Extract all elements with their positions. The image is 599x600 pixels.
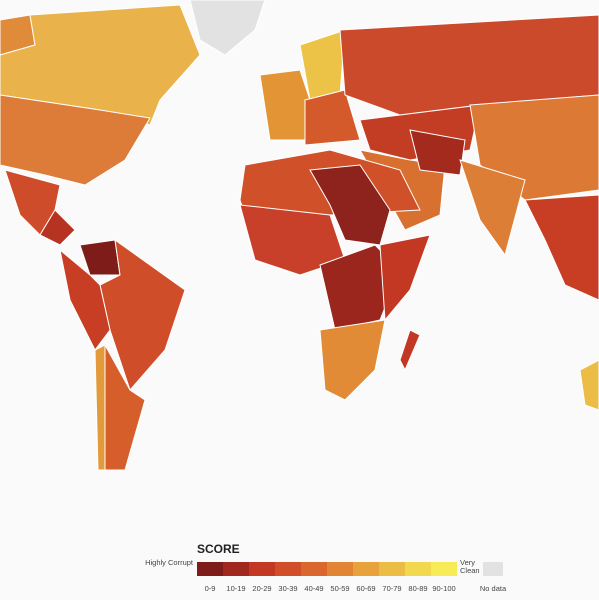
central-america — [39, 209, 76, 246]
legend-swatch — [379, 562, 405, 576]
legend-swatch — [431, 562, 457, 576]
legend-swatch — [223, 562, 249, 576]
europe-west — [259, 69, 311, 141]
legend-swatch — [301, 562, 327, 576]
legend-bin-label: 0-9 — [204, 584, 216, 593]
se-asia — [524, 194, 599, 301]
legend-bin-label: 10-19 — [226, 584, 246, 593]
legend-bin-label: 60-69 — [356, 584, 376, 593]
brazil — [99, 238, 186, 391]
legend-swatch — [249, 562, 275, 576]
iran — [409, 129, 466, 176]
legend-labels: 0-9 10-19 20-29 30-39 40-49 50-59 60-69 70-79 80… — [197, 584, 457, 593]
legend-bin-label: 40-49 — [304, 584, 324, 593]
legend-swatch — [405, 562, 431, 576]
india — [459, 159, 526, 257]
legend-bin-label: 50-59 — [330, 584, 350, 593]
legend-bin-label: 90-100 — [432, 584, 456, 593]
legend-bin-label: 20-29 — [252, 584, 272, 593]
no-data-label: No data — [479, 584, 507, 593]
andes — [59, 248, 111, 351]
argentina — [104, 343, 146, 471]
europe-east — [304, 89, 361, 146]
legend-swatch — [353, 562, 379, 576]
southern-africa — [319, 319, 386, 401]
no-data-swatch — [483, 562, 503, 576]
legend-high-label: Very Clean — [460, 558, 480, 575]
madagascar — [399, 329, 421, 372]
legend-swatch — [197, 562, 223, 576]
venezuela — [79, 239, 121, 276]
legend-title: SCORE — [197, 542, 240, 556]
legend-bin-label: 80-89 — [408, 584, 428, 593]
australia — [579, 359, 599, 411]
world-map — [0, 0, 599, 471]
usa — [0, 94, 151, 186]
legend-swatch — [275, 562, 301, 576]
legend-bar — [197, 562, 457, 576]
legend-swatch — [327, 562, 353, 576]
east-africa — [379, 234, 431, 322]
greenland — [189, 0, 266, 56]
chile — [94, 344, 106, 471]
legend-bin-label: 30-39 — [278, 584, 298, 593]
legend-low-label: Highly Corrupt — [145, 558, 193, 567]
legend-bin-label: 70-79 — [382, 584, 402, 593]
